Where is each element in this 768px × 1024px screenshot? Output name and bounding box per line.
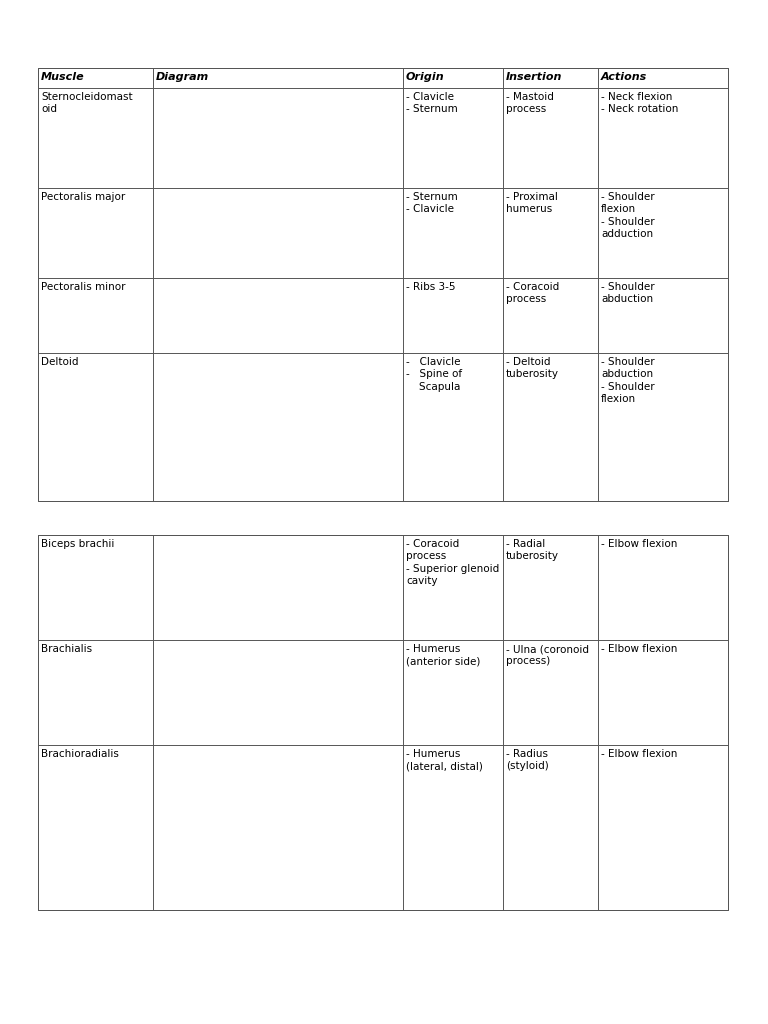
Text: - Proximal
humerus: - Proximal humerus bbox=[506, 193, 558, 214]
Text: Sternocleidomast
oid: Sternocleidomast oid bbox=[41, 92, 133, 115]
Text: Diagram: Diagram bbox=[156, 72, 209, 82]
Text: - Shoulder
abduction
- Shoulder
flexion: - Shoulder abduction - Shoulder flexion bbox=[601, 357, 654, 404]
Text: -   Clavicle
-   Spine of
    Scapula: - Clavicle - Spine of Scapula bbox=[406, 357, 462, 392]
Text: - Sternum
- Clavicle: - Sternum - Clavicle bbox=[406, 193, 458, 214]
Text: - Ribs 3-5: - Ribs 3-5 bbox=[406, 282, 455, 292]
Text: - Elbow flexion: - Elbow flexion bbox=[601, 539, 677, 549]
Text: - Clavicle
- Sternum: - Clavicle - Sternum bbox=[406, 92, 458, 115]
Text: - Elbow flexion: - Elbow flexion bbox=[601, 644, 677, 654]
Text: Deltoid: Deltoid bbox=[41, 357, 78, 367]
Text: - Humerus
(anterior side): - Humerus (anterior side) bbox=[406, 644, 480, 667]
Text: Insertion: Insertion bbox=[506, 72, 562, 82]
Text: - Radial
tuberosity: - Radial tuberosity bbox=[506, 539, 559, 561]
Text: Brachialis: Brachialis bbox=[41, 644, 92, 654]
Text: Origin: Origin bbox=[406, 72, 445, 82]
Text: - Deltoid
tuberosity: - Deltoid tuberosity bbox=[506, 357, 559, 380]
Text: - Humerus
(lateral, distal): - Humerus (lateral, distal) bbox=[406, 749, 483, 771]
Text: - Shoulder
flexion
- Shoulder
adduction: - Shoulder flexion - Shoulder adduction bbox=[601, 193, 654, 240]
Text: Brachioradialis: Brachioradialis bbox=[41, 749, 119, 759]
Bar bbox=[38, 535, 728, 910]
Text: - Radius
(styloid): - Radius (styloid) bbox=[506, 749, 549, 771]
Text: - Coracoid
process: - Coracoid process bbox=[506, 282, 559, 304]
Text: Biceps brachii: Biceps brachii bbox=[41, 539, 114, 549]
Text: Pectoralis minor: Pectoralis minor bbox=[41, 282, 125, 292]
Text: - Elbow flexion: - Elbow flexion bbox=[601, 749, 677, 759]
Bar bbox=[38, 68, 728, 501]
Text: - Coracoid
process
- Superior glenoid
cavity: - Coracoid process - Superior glenoid ca… bbox=[406, 539, 499, 586]
Text: - Ulna (coronoid
process): - Ulna (coronoid process) bbox=[506, 644, 589, 667]
Text: Actions: Actions bbox=[601, 72, 647, 82]
Text: Pectoralis major: Pectoralis major bbox=[41, 193, 125, 202]
Text: - Neck flexion
- Neck rotation: - Neck flexion - Neck rotation bbox=[601, 92, 678, 115]
Text: - Mastoid
process: - Mastoid process bbox=[506, 92, 554, 115]
Text: - Shoulder
abduction: - Shoulder abduction bbox=[601, 282, 654, 304]
Text: Muscle: Muscle bbox=[41, 72, 84, 82]
